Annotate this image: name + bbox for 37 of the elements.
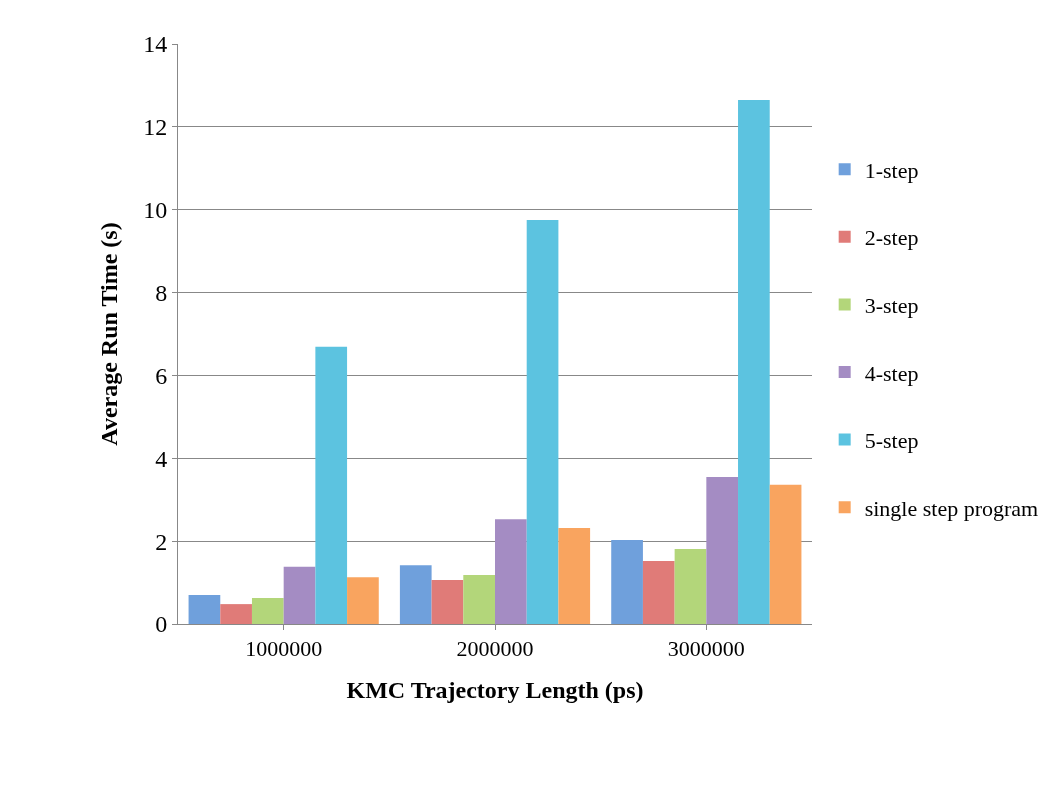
y-tick-label: 6 — [155, 362, 168, 389]
y-tick-label: 0 — [155, 611, 168, 638]
bar — [495, 519, 527, 624]
x-tick-label: 1000000 — [245, 636, 323, 662]
y-tick-label: 8 — [155, 279, 168, 306]
bar — [188, 595, 221, 624]
legend-label: 3-step — [864, 292, 919, 318]
bar — [347, 577, 379, 624]
y-tick-label: 4 — [155, 445, 168, 472]
legend-label: 1-step — [864, 157, 919, 183]
bar — [526, 220, 559, 624]
bar — [769, 484, 802, 624]
bar — [283, 566, 316, 624]
bar — [431, 580, 464, 624]
bar — [611, 539, 643, 624]
y-tick-label: 10 — [143, 197, 168, 224]
bar — [463, 575, 495, 624]
y-tick-label: 12 — [143, 114, 168, 141]
bar — [558, 527, 591, 624]
bar — [251, 597, 284, 624]
bar — [399, 565, 432, 624]
y-tick-label: 2 — [155, 528, 168, 555]
bar — [220, 604, 252, 624]
bar — [738, 99, 770, 624]
bar — [706, 476, 739, 624]
y-axis-title: Average Run Time (s) — [96, 222, 123, 446]
legend-label: 2-step — [864, 225, 919, 251]
y-tick-label: 14 — [143, 31, 168, 58]
bar — [674, 549, 707, 624]
legend-label: 4-step — [864, 360, 919, 386]
x-tick-label: 2000000 — [456, 636, 534, 662]
legend-label: 5-step — [864, 428, 919, 454]
bar — [642, 561, 675, 624]
bar — [315, 346, 348, 624]
legend-label: single step program — [864, 495, 1039, 521]
x-axis-title: KMC Trajectory Length (ps) — [346, 676, 644, 703]
x-tick-label: 3000000 — [667, 636, 745, 662]
